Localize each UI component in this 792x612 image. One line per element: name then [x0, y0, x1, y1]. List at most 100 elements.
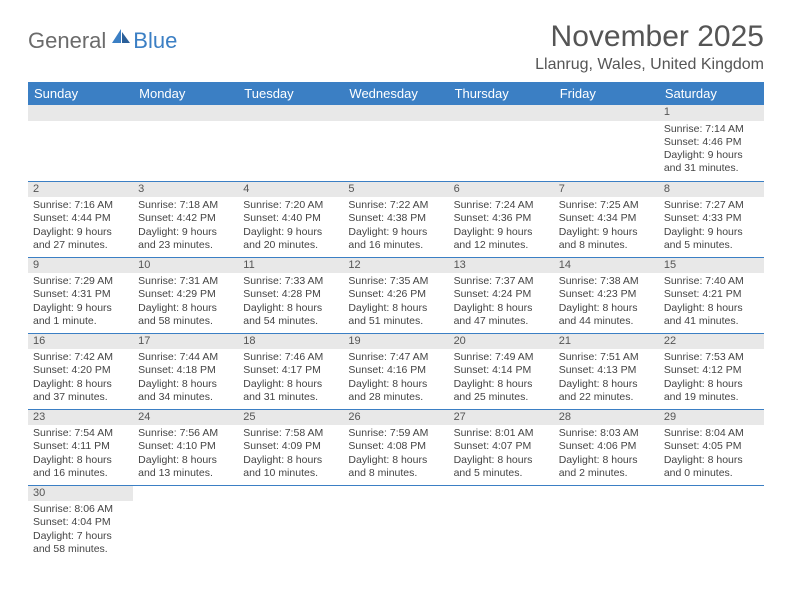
empty-day — [238, 105, 343, 121]
sunrise-text: Sunrise: 7:14 AM — [664, 123, 759, 136]
sunrise-text: Sunrise: 7:58 AM — [243, 427, 338, 440]
empty-day — [133, 105, 238, 121]
calendar-cell: 7Sunrise: 7:25 AMSunset: 4:34 PMDaylight… — [554, 181, 659, 257]
day-details: Sunrise: 7:29 AMSunset: 4:31 PMDaylight:… — [28, 273, 133, 332]
calendar-cell: 16Sunrise: 7:42 AMSunset: 4:20 PMDayligh… — [28, 333, 133, 409]
daylight-text: Daylight: 8 hours and 8 minutes. — [348, 454, 443, 480]
sunset-text: Sunset: 4:33 PM — [664, 212, 759, 225]
daylight-text: Daylight: 8 hours and 41 minutes. — [664, 302, 759, 328]
day-details: Sunrise: 8:03 AMSunset: 4:06 PMDaylight:… — [554, 425, 659, 484]
calendar-cell — [449, 485, 554, 561]
sunset-text: Sunset: 4:28 PM — [243, 288, 338, 301]
daylight-text: Daylight: 8 hours and 10 minutes. — [243, 454, 338, 480]
sunrise-text: Sunrise: 7:53 AM — [664, 351, 759, 364]
sunset-text: Sunset: 4:24 PM — [454, 288, 549, 301]
day-number: 1 — [659, 105, 764, 121]
sunset-text: Sunset: 4:05 PM — [664, 440, 759, 453]
daylight-text: Daylight: 8 hours and 22 minutes. — [559, 378, 654, 404]
sunset-text: Sunset: 4:12 PM — [664, 364, 759, 377]
brand-part2: Blue — [133, 28, 177, 54]
day-number: 10 — [133, 258, 238, 274]
sunset-text: Sunset: 4:42 PM — [138, 212, 233, 225]
day-details: Sunrise: 7:54 AMSunset: 4:11 PMDaylight:… — [28, 425, 133, 484]
sunrise-text: Sunrise: 7:51 AM — [559, 351, 654, 364]
daylight-text: Daylight: 8 hours and 16 minutes. — [33, 454, 128, 480]
calendar-cell — [343, 105, 448, 181]
sunrise-text: Sunrise: 7:25 AM — [559, 199, 654, 212]
day-number: 25 — [238, 410, 343, 426]
sunset-text: Sunset: 4:26 PM — [348, 288, 443, 301]
sunrise-text: Sunrise: 7:35 AM — [348, 275, 443, 288]
sunset-text: Sunset: 4:46 PM — [664, 136, 759, 149]
daylight-text: Daylight: 9 hours and 5 minutes. — [664, 226, 759, 252]
day-number: 20 — [449, 334, 554, 350]
title-block: November 2025 Llanrug, Wales, United Kin… — [535, 20, 764, 74]
calendar-cell: 1Sunrise: 7:14 AMSunset: 4:46 PMDaylight… — [659, 105, 764, 181]
sunset-text: Sunset: 4:07 PM — [454, 440, 549, 453]
calendar-cell — [28, 105, 133, 181]
day-details: Sunrise: 7:51 AMSunset: 4:13 PMDaylight:… — [554, 349, 659, 408]
day-number: 19 — [343, 334, 448, 350]
sunset-text: Sunset: 4:34 PM — [559, 212, 654, 225]
daylight-text: Daylight: 9 hours and 12 minutes. — [454, 226, 549, 252]
sunset-text: Sunset: 4:16 PM — [348, 364, 443, 377]
brand-part1: General — [28, 28, 106, 54]
sunset-text: Sunset: 4:20 PM — [33, 364, 128, 377]
day-number: 23 — [28, 410, 133, 426]
calendar-cell: 2Sunrise: 7:16 AMSunset: 4:44 PMDaylight… — [28, 181, 133, 257]
day-header: Saturday — [659, 82, 764, 105]
day-details: Sunrise: 7:42 AMSunset: 4:20 PMDaylight:… — [28, 349, 133, 408]
day-header: Sunday — [28, 82, 133, 105]
day-number: 14 — [554, 258, 659, 274]
daylight-text: Daylight: 8 hours and 44 minutes. — [559, 302, 654, 328]
sunset-text: Sunset: 4:06 PM — [559, 440, 654, 453]
calendar-cell: 15Sunrise: 7:40 AMSunset: 4:21 PMDayligh… — [659, 257, 764, 333]
day-details: Sunrise: 7:44 AMSunset: 4:18 PMDaylight:… — [133, 349, 238, 408]
day-details: Sunrise: 7:24 AMSunset: 4:36 PMDaylight:… — [449, 197, 554, 256]
calendar-table: SundayMondayTuesdayWednesdayThursdayFrid… — [28, 82, 764, 561]
sunset-text: Sunset: 4:40 PM — [243, 212, 338, 225]
calendar-cell: 6Sunrise: 7:24 AMSunset: 4:36 PMDaylight… — [449, 181, 554, 257]
day-details: Sunrise: 7:56 AMSunset: 4:10 PMDaylight:… — [133, 425, 238, 484]
sunset-text: Sunset: 4:17 PM — [243, 364, 338, 377]
calendar-cell — [659, 485, 764, 561]
sunrise-text: Sunrise: 7:20 AM — [243, 199, 338, 212]
day-number: 2 — [28, 182, 133, 198]
calendar-cell: 13Sunrise: 7:37 AMSunset: 4:24 PMDayligh… — [449, 257, 554, 333]
daylight-text: Daylight: 8 hours and 31 minutes. — [243, 378, 338, 404]
calendar-cell — [554, 485, 659, 561]
day-details: Sunrise: 7:14 AMSunset: 4:46 PMDaylight:… — [659, 121, 764, 180]
calendar-cell: 10Sunrise: 7:31 AMSunset: 4:29 PMDayligh… — [133, 257, 238, 333]
day-number: 12 — [343, 258, 448, 274]
daylight-text: Daylight: 9 hours and 31 minutes. — [664, 149, 759, 175]
sunset-text: Sunset: 4:11 PM — [33, 440, 128, 453]
day-header: Monday — [133, 82, 238, 105]
day-number: 6 — [449, 182, 554, 198]
daylight-text: Daylight: 8 hours and 58 minutes. — [138, 302, 233, 328]
calendar-cell: 5Sunrise: 7:22 AMSunset: 4:38 PMDaylight… — [343, 181, 448, 257]
calendar-body: 1Sunrise: 7:14 AMSunset: 4:46 PMDaylight… — [28, 105, 764, 561]
daylight-text: Daylight: 9 hours and 20 minutes. — [243, 226, 338, 252]
daylight-text: Daylight: 8 hours and 34 minutes. — [138, 378, 233, 404]
day-details: Sunrise: 7:53 AMSunset: 4:12 PMDaylight:… — [659, 349, 764, 408]
day-details: Sunrise: 7:46 AMSunset: 4:17 PMDaylight:… — [238, 349, 343, 408]
sunrise-text: Sunrise: 8:03 AM — [559, 427, 654, 440]
daylight-text: Daylight: 8 hours and 13 minutes. — [138, 454, 233, 480]
day-details: Sunrise: 7:33 AMSunset: 4:28 PMDaylight:… — [238, 273, 343, 332]
sunrise-text: Sunrise: 8:01 AM — [454, 427, 549, 440]
daylight-text: Daylight: 8 hours and 25 minutes. — [454, 378, 549, 404]
day-number: 16 — [28, 334, 133, 350]
sunrise-text: Sunrise: 7:49 AM — [454, 351, 549, 364]
daylight-text: Daylight: 8 hours and 28 minutes. — [348, 378, 443, 404]
sunrise-text: Sunrise: 7:47 AM — [348, 351, 443, 364]
sunrise-text: Sunrise: 7:44 AM — [138, 351, 233, 364]
day-details: Sunrise: 7:40 AMSunset: 4:21 PMDaylight:… — [659, 273, 764, 332]
sunrise-text: Sunrise: 7:22 AM — [348, 199, 443, 212]
calendar-cell: 18Sunrise: 7:46 AMSunset: 4:17 PMDayligh… — [238, 333, 343, 409]
header: General Blue November 2025 Llanrug, Wale… — [28, 20, 764, 74]
calendar-cell: 20Sunrise: 7:49 AMSunset: 4:14 PMDayligh… — [449, 333, 554, 409]
sunrise-text: Sunrise: 8:06 AM — [33, 503, 128, 516]
brand-logo: General Blue — [28, 28, 177, 54]
day-number: 21 — [554, 334, 659, 350]
daylight-text: Daylight: 7 hours and 58 minutes. — [33, 530, 128, 556]
